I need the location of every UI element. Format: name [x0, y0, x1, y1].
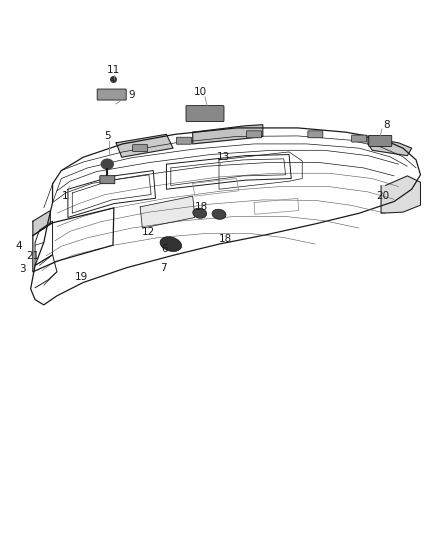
FancyBboxPatch shape	[247, 131, 261, 138]
Text: 12: 12	[141, 227, 155, 237]
FancyBboxPatch shape	[97, 89, 126, 100]
FancyBboxPatch shape	[133, 144, 148, 152]
Text: 18: 18	[195, 202, 208, 212]
Polygon shape	[193, 125, 263, 144]
Polygon shape	[33, 211, 50, 236]
Ellipse shape	[212, 209, 226, 220]
Text: 21: 21	[26, 251, 39, 261]
Text: 8: 8	[383, 120, 390, 130]
Text: 3: 3	[19, 264, 26, 274]
Polygon shape	[116, 134, 173, 157]
Ellipse shape	[160, 237, 182, 252]
Polygon shape	[368, 138, 412, 156]
Text: 4: 4	[15, 241, 22, 251]
Text: 10: 10	[194, 87, 207, 96]
Text: 18: 18	[219, 234, 232, 244]
FancyBboxPatch shape	[369, 135, 392, 147]
FancyBboxPatch shape	[177, 137, 191, 144]
Text: 6: 6	[161, 245, 168, 254]
Text: 7: 7	[160, 263, 167, 272]
Ellipse shape	[101, 159, 113, 169]
Text: 1: 1	[61, 191, 68, 201]
FancyBboxPatch shape	[100, 176, 115, 184]
Text: 11: 11	[107, 66, 120, 75]
FancyBboxPatch shape	[186, 106, 224, 122]
Polygon shape	[140, 196, 195, 228]
Text: 19: 19	[74, 272, 88, 282]
FancyBboxPatch shape	[352, 135, 367, 142]
Text: 13: 13	[217, 152, 230, 162]
Text: 5: 5	[104, 132, 111, 141]
FancyBboxPatch shape	[308, 131, 323, 138]
Text: 20: 20	[377, 191, 390, 201]
Ellipse shape	[193, 208, 207, 219]
Text: 9: 9	[128, 90, 135, 100]
Polygon shape	[381, 176, 420, 213]
